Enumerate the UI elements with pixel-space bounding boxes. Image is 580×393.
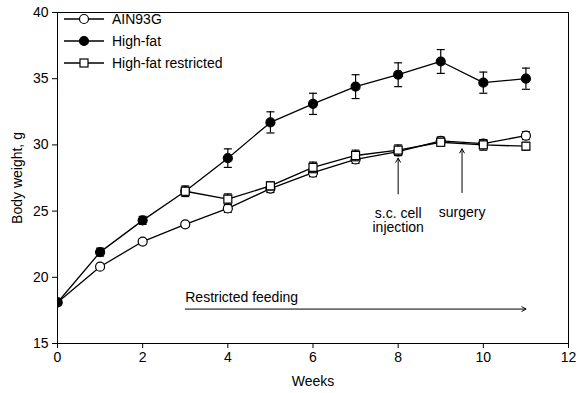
- svg-text:0: 0: [54, 349, 62, 365]
- svg-text:30: 30: [33, 136, 49, 152]
- html-text:AIN93G: AIN93G: [112, 11, 162, 27]
- svg-text:35: 35: [33, 70, 49, 86]
- svg-text:6: 6: [309, 349, 317, 365]
- svg-text:15: 15: [33, 335, 49, 351]
- html-text:High-fat restricted: High-fat restricted: [112, 55, 223, 71]
- svg-text:8: 8: [394, 349, 402, 365]
- svg-text:surgery: surgery: [439, 204, 486, 220]
- svg-text:4: 4: [224, 349, 232, 365]
- svg-text:12: 12: [561, 349, 577, 365]
- svg-text:Body weight, g: Body weight, g: [9, 132, 25, 224]
- svg-text:40: 40: [33, 4, 49, 20]
- html-text:High-fat: High-fat: [112, 33, 161, 49]
- svg-text:25: 25: [33, 203, 49, 219]
- svg-text:2: 2: [139, 349, 147, 365]
- svg-text:s.c. cellinjection: s.c. cellinjection: [372, 205, 423, 235]
- svg-text:Restricted feeding: Restricted feeding: [185, 289, 298, 305]
- svg-text:20: 20: [33, 269, 49, 285]
- svg-text:Weeks: Weeks: [292, 373, 335, 389]
- svg-text:10: 10: [476, 349, 492, 365]
